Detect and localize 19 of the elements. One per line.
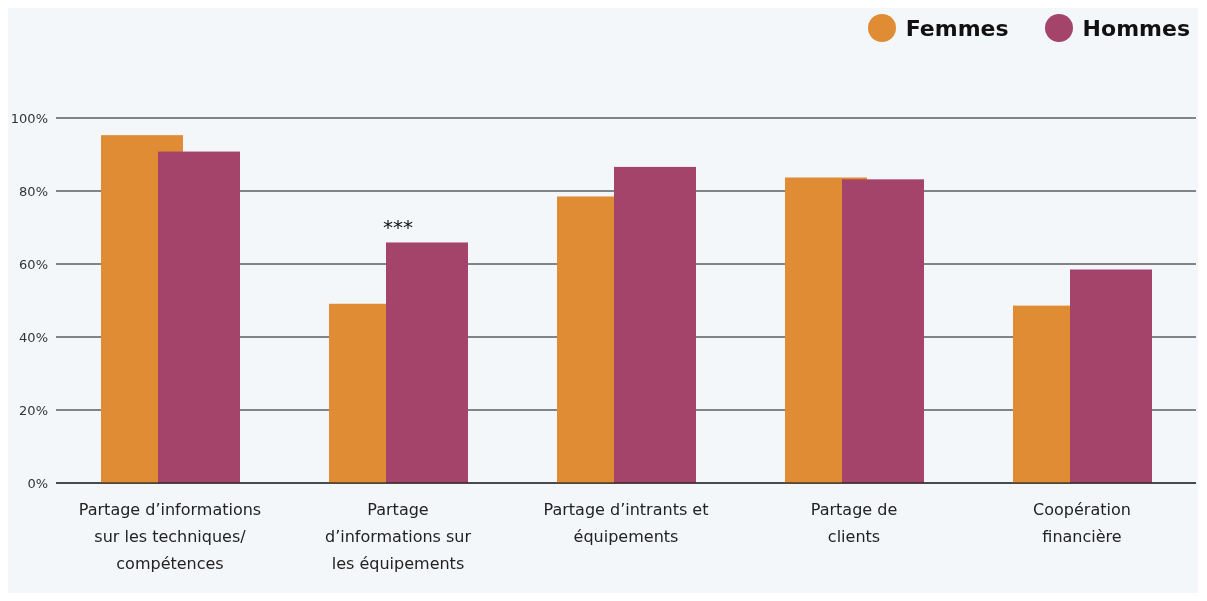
annotation: *** xyxy=(383,215,413,240)
y-tick-label: 80% xyxy=(19,183,48,199)
x-tick-label: Partage de clients xyxy=(810,500,898,546)
legend-label: Femmes xyxy=(904,14,1009,42)
y-tick-label: 0% xyxy=(27,475,48,491)
y-tick-label: 100% xyxy=(10,110,48,126)
x-tick-label: Partage d’intrants et équipements xyxy=(543,500,709,546)
bar xyxy=(842,179,924,483)
x-tick-label: Partage d’informations sur les équipements xyxy=(324,500,472,573)
y-tick-label: 40% xyxy=(19,329,48,345)
bar xyxy=(614,166,696,483)
x-tick-label: Partage d’informations sur les techniques/ compétences xyxy=(78,500,262,573)
y-tick-label: 20% xyxy=(19,402,48,418)
y-tick-label: 60% xyxy=(19,256,48,272)
bar xyxy=(1070,269,1152,483)
x-tick-label: Coopération financière xyxy=(1033,500,1131,546)
bar xyxy=(158,151,240,483)
legend-label: Hommes xyxy=(1081,14,1190,42)
bar xyxy=(386,242,468,483)
